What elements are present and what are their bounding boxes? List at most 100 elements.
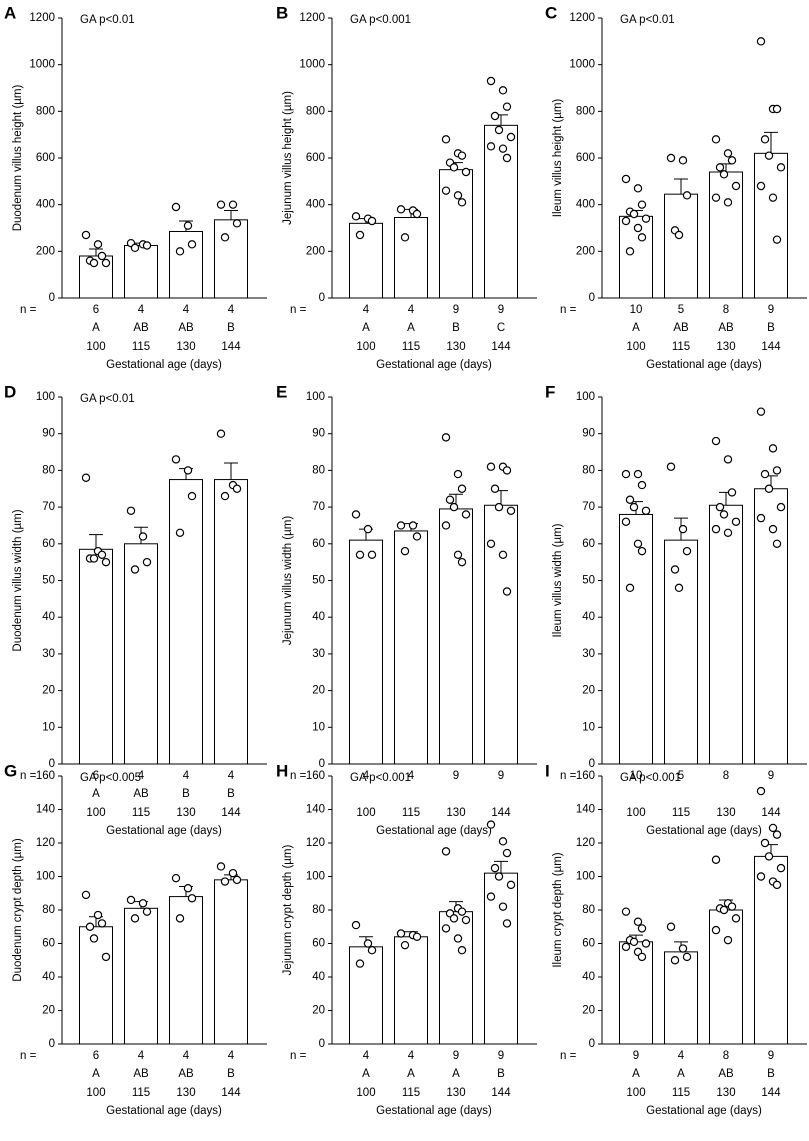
data-point: [453, 550, 463, 560]
y-tick-label: 1000: [569, 59, 595, 71]
data-point: [220, 233, 230, 242]
y-tick-label: 0: [319, 758, 325, 770]
n-label: 4: [408, 1050, 415, 1062]
data-point: [633, 469, 643, 479]
data-point: [625, 583, 635, 593]
bar: [169, 231, 203, 299]
y-tick-label: 20: [312, 1005, 325, 1017]
y-tick-label: 20: [42, 1005, 55, 1017]
y-tick-label: 30: [582, 648, 595, 660]
data-point: [355, 959, 365, 968]
y-tick-label: 90: [582, 428, 595, 440]
n-label: 9: [633, 1050, 639, 1062]
x-tick-label: 100: [626, 807, 645, 819]
data-point: [502, 587, 512, 596]
data-point: [367, 550, 377, 560]
bar: [394, 530, 428, 765]
data-point: [228, 868, 238, 878]
data-point: [171, 455, 181, 464]
panel-letter: I: [545, 761, 550, 780]
data-point: [764, 484, 774, 493]
data-point: [768, 193, 778, 202]
data-point: [457, 946, 467, 955]
x-tick-label: 115: [672, 341, 690, 353]
data-point: [756, 872, 766, 881]
data-point: [637, 546, 647, 556]
data-point: [101, 557, 111, 567]
data-point: [130, 243, 140, 253]
x-tick-label: 115: [672, 807, 690, 819]
data-point: [715, 502, 725, 512]
data-point: [138, 532, 148, 541]
data-point: [183, 466, 193, 475]
data-point: [678, 156, 688, 165]
data-point: [678, 524, 688, 534]
data-point: [187, 240, 197, 249]
data-point: [486, 539, 496, 549]
group-label: AB: [178, 1068, 194, 1080]
x-tick-label: 130: [176, 341, 195, 353]
data-point: [367, 216, 377, 226]
data-point: [756, 407, 766, 416]
data-point: [502, 153, 512, 163]
bar: [484, 124, 518, 299]
x-axis-label: Gestational age (days): [646, 359, 762, 371]
y-tick-label: 40: [582, 971, 595, 983]
data-point: [711, 524, 721, 534]
data-point: [711, 135, 721, 144]
n-label: 4: [228, 770, 235, 782]
group-label: AB: [718, 322, 734, 334]
data-point: [171, 873, 181, 883]
group-label: A: [362, 1068, 370, 1080]
annotation: GA p<0.005: [80, 772, 141, 784]
y-axis-label: Duodenum villus width (µm): [12, 509, 24, 651]
data-point: [756, 37, 766, 46]
n-prefix: n =: [290, 304, 307, 316]
bar: [619, 513, 653, 765]
n-label: 6: [93, 1050, 99, 1062]
data-point: [772, 235, 782, 244]
y-axis-label: Duodenum crypt depth (µm): [12, 838, 24, 982]
data-point: [412, 209, 422, 219]
data-point: [723, 149, 733, 158]
x-tick-label: 115: [132, 341, 150, 353]
data-point: [772, 539, 782, 549]
data-point: [449, 914, 459, 923]
x-tick-label: 130: [446, 341, 465, 353]
data-point: [400, 233, 410, 242]
y-tick-label: 120: [36, 837, 55, 849]
data-point: [756, 181, 766, 191]
data-point: [400, 940, 410, 950]
y-tick-label: 60: [582, 538, 595, 550]
group-label: A: [407, 322, 415, 334]
y-tick-label: 40: [312, 611, 325, 623]
group-label: B: [452, 322, 460, 334]
y-tick-label: 30: [312, 648, 325, 660]
data-point: [682, 546, 692, 556]
data-point: [461, 167, 471, 177]
data-point: [641, 506, 651, 515]
y-tick-label: 800: [306, 105, 325, 117]
data-point: [506, 132, 516, 142]
data-point: [216, 200, 226, 209]
annotation: GA p<0.001: [620, 772, 681, 784]
y-tick-label: 400: [576, 199, 595, 211]
data-point: [175, 914, 185, 923]
n-label: 10: [630, 770, 643, 782]
data-point: [232, 875, 242, 885]
n-label: 10: [630, 304, 643, 316]
y-tick-label: 160: [306, 770, 325, 782]
n-prefix: n =: [290, 770, 307, 782]
y-tick-label: 120: [576, 837, 595, 849]
x-tick-label: 115: [132, 1087, 150, 1099]
x-axis-label: Gestational age (days): [106, 825, 222, 837]
data-point: [81, 473, 91, 482]
group-label: B: [767, 322, 775, 334]
data-point: [494, 125, 504, 135]
data-point: [81, 890, 91, 900]
data-point: [351, 212, 361, 221]
data-point: [764, 852, 774, 861]
data-point: [502, 466, 512, 475]
data-point: [776, 863, 786, 873]
data-point: [93, 240, 103, 249]
